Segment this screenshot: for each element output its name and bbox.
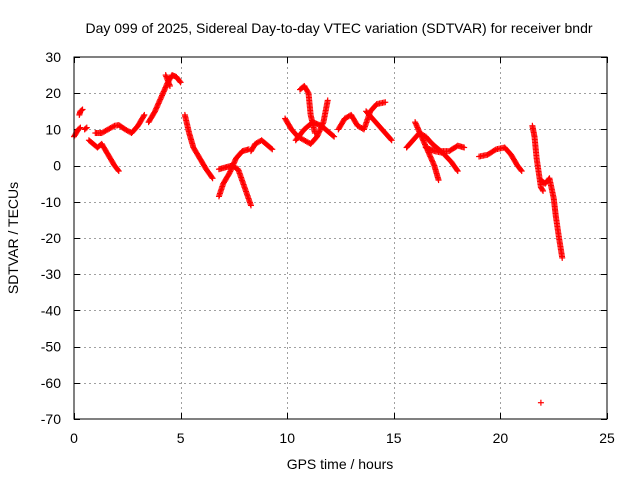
chart-title: Day 099 of 2025, Sidereal Day-to-day VTE… [85, 20, 592, 36]
data-point [83, 124, 90, 131]
data-point [311, 130, 318, 137]
y-tick-label: 10 [45, 121, 61, 137]
data-point [454, 168, 461, 175]
data-point [268, 145, 275, 152]
x-tick-label: 10 [279, 430, 295, 446]
series-arc-18 [412, 119, 442, 184]
x-tick-label: 15 [386, 430, 402, 446]
series-arc-20 [476, 144, 525, 175]
data-point [110, 123, 117, 130]
data-point [461, 144, 468, 151]
data-point [559, 254, 566, 261]
series-arc-05 [92, 111, 148, 137]
x-axis-label: GPS time / hours [287, 456, 394, 472]
data-point [208, 174, 215, 181]
series-arc-01 [71, 124, 84, 140]
y-tick-label: -40 [41, 302, 61, 318]
data-point [209, 175, 216, 182]
data-point [518, 168, 525, 175]
data-point [539, 186, 546, 193]
series-arc-11 [247, 137, 276, 155]
plot-frame [73, 56, 608, 420]
data-point [82, 125, 89, 132]
y-tick-label: -70 [41, 411, 61, 427]
series-arc-16 [363, 108, 395, 144]
x-tick-label: 25 [599, 430, 615, 446]
data-point [176, 78, 183, 85]
x-tick-label: 0 [70, 430, 78, 446]
data-point [330, 132, 337, 139]
tick-labels: 0 5 10 15 20 25 -70 -60 -50 -40 -30 -20 -10 0 10 20 30 [41, 49, 615, 446]
y-tick-label: 20 [45, 85, 61, 101]
series-arc-22 [537, 175, 566, 261]
data-point [77, 124, 84, 131]
series-arc-02 [76, 106, 86, 118]
data-point [247, 202, 254, 209]
data-point [141, 111, 148, 118]
data-point [491, 147, 498, 154]
series-arc-14 [292, 119, 338, 144]
data-point [388, 137, 395, 144]
y-tick-label: -50 [41, 339, 61, 355]
y-tick-label: 0 [53, 158, 61, 174]
data-point [78, 107, 85, 114]
data-point [331, 133, 338, 140]
y-tick-label: 30 [45, 49, 61, 65]
data-point [177, 79, 184, 86]
data-point [304, 88, 311, 95]
data-point [382, 99, 389, 106]
series-arc-04 [85, 137, 122, 175]
data-point [140, 113, 147, 120]
data-point [114, 166, 121, 173]
y-tick-label: -60 [41, 375, 61, 391]
series-arc-19 [422, 144, 461, 175]
data-point [540, 187, 547, 194]
data-point [537, 399, 544, 406]
x-tick-label: 5 [177, 430, 185, 446]
data-point [517, 166, 524, 173]
data-point [166, 82, 173, 89]
series-outlier [537, 399, 544, 406]
series-arc-03 [81, 124, 90, 133]
data-point [387, 136, 394, 143]
y-tick-label: -30 [41, 266, 61, 282]
data-points [71, 72, 566, 406]
y-tick-label: -20 [41, 230, 61, 246]
series-arc-15 [335, 99, 389, 133]
series-arc-10 [215, 162, 254, 209]
series-arc-08 [181, 111, 216, 182]
x-tick-label: 20 [493, 430, 509, 446]
y-tick-label: -10 [41, 194, 61, 210]
data-point [324, 97, 331, 104]
data-point [76, 125, 83, 132]
series-arc-07 [162, 72, 173, 89]
data-point [115, 168, 122, 175]
data-point [79, 106, 86, 113]
y-axis-label: SDTVAR / TECUs [5, 182, 21, 294]
data-point [435, 177, 442, 184]
data-point [453, 166, 460, 173]
data-point [269, 146, 276, 153]
